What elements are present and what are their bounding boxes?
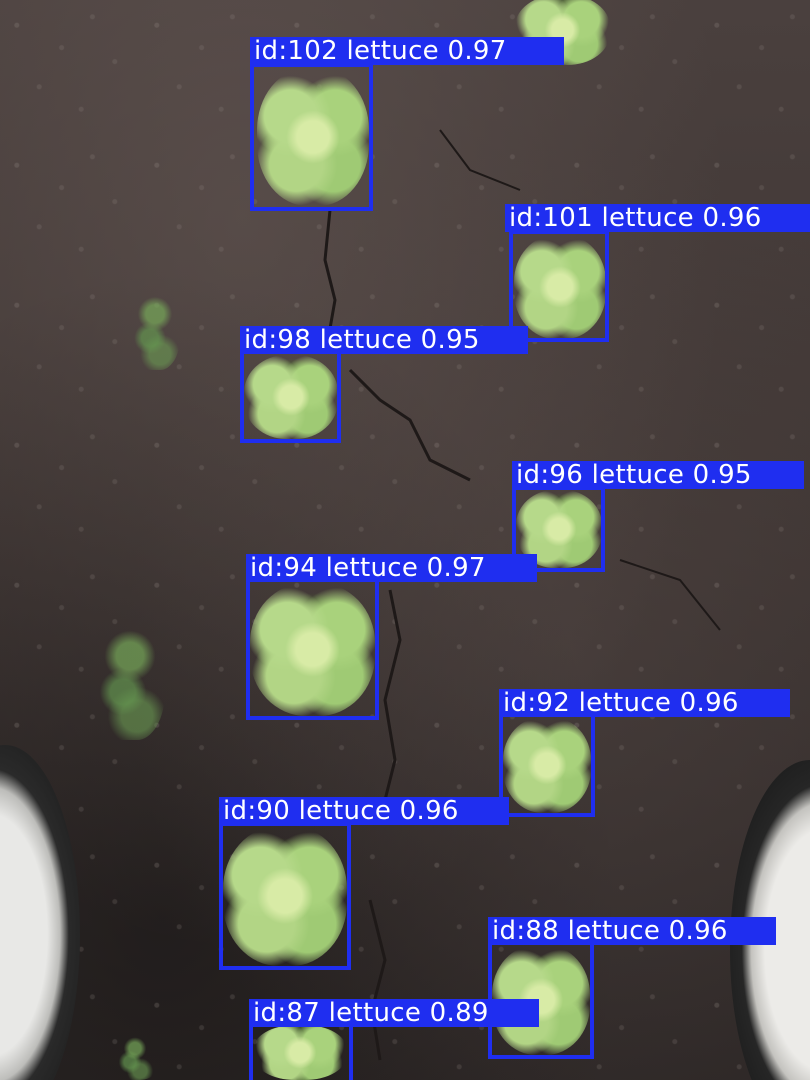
detection-box-87: [249, 1021, 353, 1080]
lettuce-plant: [244, 355, 338, 439]
detection-label-101: id:101 lettuce 0.96: [505, 204, 810, 232]
weed-patch: [110, 1035, 160, 1080]
lettuce-plant: [253, 1025, 347, 1080]
lettuce-plant: [503, 717, 591, 813]
weed-patch: [130, 290, 180, 370]
lettuce-plant: [250, 583, 375, 716]
lettuce-plant: [223, 826, 347, 966]
detection-box-94: [246, 578, 379, 720]
detection-box-102: [250, 63, 373, 211]
detection-box-92: [499, 713, 595, 817]
detection-label-98: id:98 lettuce 0.95: [240, 326, 528, 354]
detection-label-88: id:88 lettuce 0.96: [488, 917, 776, 945]
detection-label-92: id:92 lettuce 0.96: [499, 689, 790, 717]
detection-label-102: id:102 lettuce 0.97: [250, 37, 564, 65]
detection-box-90: [219, 822, 351, 970]
detection-label-94: id:94 lettuce 0.97: [246, 554, 537, 582]
lettuce-plant: [257, 68, 369, 206]
detection-box-98: [240, 350, 341, 443]
detection-label-96: id:96 lettuce 0.95: [512, 461, 804, 489]
lettuce-plant: [514, 235, 606, 339]
detection-label-90: id:90 lettuce 0.96: [219, 797, 509, 825]
detection-box-101: [509, 230, 609, 342]
detection-label-87: id:87 lettuce 0.89: [249, 999, 539, 1027]
weed-patch: [95, 620, 165, 740]
